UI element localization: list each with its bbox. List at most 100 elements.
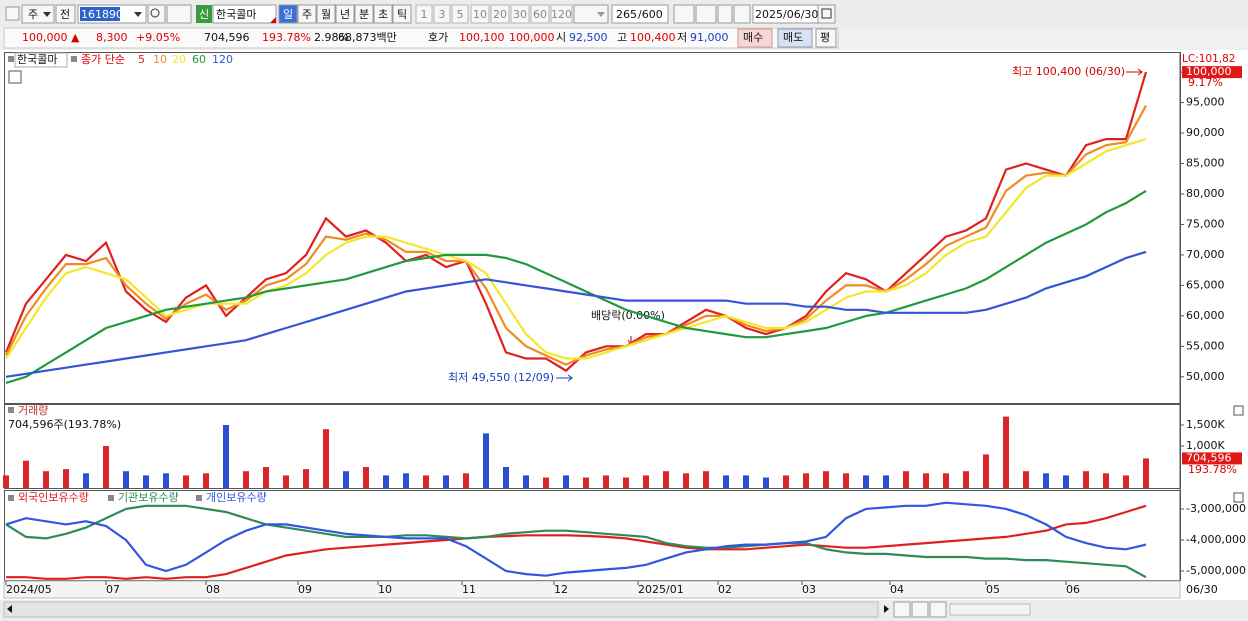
close-button[interactable] bbox=[1233, 405, 1244, 416]
change: 8,300 bbox=[96, 31, 128, 44]
volume-bar bbox=[1023, 471, 1029, 488]
volume-bar bbox=[543, 477, 549, 488]
corner bbox=[270, 17, 276, 23]
period-button[interactable] bbox=[373, 4, 393, 24]
scrollbar[interactable] bbox=[3, 601, 879, 618]
table-icon[interactable] bbox=[8, 70, 22, 84]
menu-icon[interactable] bbox=[5, 6, 20, 21]
buy-button[interactable] bbox=[737, 28, 773, 48]
tool[interactable] bbox=[733, 4, 751, 24]
name-box bbox=[212, 4, 277, 24]
volume-bar bbox=[623, 477, 629, 488]
volume-bar bbox=[183, 475, 189, 488]
interval-button[interactable] bbox=[530, 4, 550, 24]
volume-bar bbox=[1063, 475, 1069, 488]
volume-bar bbox=[843, 473, 849, 488]
interval-button[interactable] bbox=[415, 4, 433, 24]
interval-button[interactable] bbox=[510, 4, 530, 24]
volume-bar bbox=[823, 471, 829, 488]
interval-button[interactable] bbox=[433, 4, 451, 24]
period-button[interactable] bbox=[354, 4, 374, 24]
interval-button[interactable] bbox=[490, 4, 510, 24]
y-tick-label: 90,000 bbox=[1186, 126, 1225, 139]
change-label: 9.17% bbox=[1188, 76, 1223, 89]
high-label: 고 bbox=[617, 31, 627, 44]
interval-button[interactable] bbox=[550, 4, 573, 24]
unit-select[interactable] bbox=[21, 4, 55, 24]
volume-bar bbox=[423, 475, 429, 488]
count: 265 bbox=[616, 8, 637, 21]
series-line bbox=[5, 105, 1147, 366]
x-tick-label: 2025/01 bbox=[638, 583, 684, 596]
sound-button[interactable] bbox=[166, 4, 192, 24]
volume-bar bbox=[883, 475, 889, 488]
prev-button[interactable] bbox=[55, 4, 76, 24]
dividend-annotation: 배당락(0.00%) bbox=[591, 309, 665, 322]
tool[interactable] bbox=[673, 4, 695, 24]
search-button[interactable] bbox=[147, 4, 166, 24]
scroll-left[interactable] bbox=[7, 605, 12, 613]
legend-entry: 5 bbox=[138, 53, 145, 66]
scroll-right[interactable] bbox=[884, 605, 889, 613]
selection bbox=[80, 7, 120, 21]
ask-label: 호가 bbox=[428, 31, 448, 44]
count-box[interactable] bbox=[611, 4, 669, 24]
tool[interactable] bbox=[717, 4, 733, 24]
avg-button[interactable] bbox=[815, 28, 837, 48]
zoom-slider[interactable] bbox=[949, 603, 1031, 616]
volume-bar bbox=[383, 475, 389, 488]
sell-button[interactable] bbox=[777, 28, 813, 48]
high-annotation: 최고 100,400 (06/30) bbox=[1012, 65, 1125, 78]
volume-bar bbox=[1003, 416, 1009, 488]
legend-entry: 120 bbox=[212, 53, 233, 66]
interval: 5 bbox=[457, 8, 464, 21]
period-button[interactable] bbox=[316, 4, 336, 24]
volume-bar bbox=[663, 471, 669, 488]
nav-button[interactable] bbox=[893, 601, 911, 618]
x-tick-label: 08 bbox=[206, 583, 220, 596]
nav-button[interactable] bbox=[911, 601, 929, 618]
tool[interactable] bbox=[695, 4, 717, 24]
period-button[interactable] bbox=[297, 4, 317, 24]
date-button[interactable] bbox=[817, 4, 836, 24]
volume-bar bbox=[863, 475, 869, 488]
x-tick-label: 07 bbox=[106, 583, 120, 596]
y-tick-label: 1,000K bbox=[1186, 439, 1225, 452]
volume-bar bbox=[723, 475, 729, 488]
ma-label: 종가 단순 bbox=[81, 53, 125, 66]
interval-button[interactable] bbox=[470, 4, 490, 24]
period-button[interactable] bbox=[335, 4, 355, 24]
volume-bar bbox=[903, 471, 909, 488]
interval-button[interactable] bbox=[451, 4, 469, 24]
volume-bar bbox=[323, 429, 329, 488]
period: 년 bbox=[340, 8, 350, 21]
low: 91,000 bbox=[690, 31, 729, 44]
y-tick-label: 50,000 bbox=[1186, 370, 1225, 383]
volume-bar bbox=[803, 473, 809, 488]
volume-bar bbox=[363, 467, 369, 488]
period-button[interactable] bbox=[278, 4, 298, 24]
legend-entry: 기관보유수량 bbox=[118, 491, 179, 504]
volume-ratio-label: 193.78% bbox=[1188, 463, 1237, 476]
volume-bar bbox=[163, 473, 169, 488]
y-tick-label: 95,000 bbox=[1186, 96, 1225, 109]
prev: 전 bbox=[60, 8, 70, 21]
low-label: 저 bbox=[677, 31, 687, 44]
interval: 10 bbox=[473, 8, 487, 21]
volume-bar bbox=[983, 454, 989, 488]
legend-entry: 10 bbox=[153, 53, 167, 66]
x-axis-bar bbox=[3, 580, 1181, 599]
volume-bar bbox=[243, 471, 249, 488]
y-tick-label: 65,000 bbox=[1186, 278, 1225, 291]
arrow bbox=[134, 12, 142, 17]
high-arrow bbox=[1126, 68, 1143, 76]
nav-button[interactable] bbox=[929, 601, 947, 618]
volume: 704,596 bbox=[204, 31, 250, 44]
period-button[interactable] bbox=[392, 4, 412, 24]
volume-bar bbox=[203, 473, 209, 488]
close-button[interactable] bbox=[1233, 492, 1244, 503]
badge: 신 bbox=[199, 8, 209, 21]
volume-bar bbox=[603, 475, 609, 488]
volume-bar bbox=[963, 471, 969, 488]
empty-select[interactable] bbox=[573, 4, 609, 24]
